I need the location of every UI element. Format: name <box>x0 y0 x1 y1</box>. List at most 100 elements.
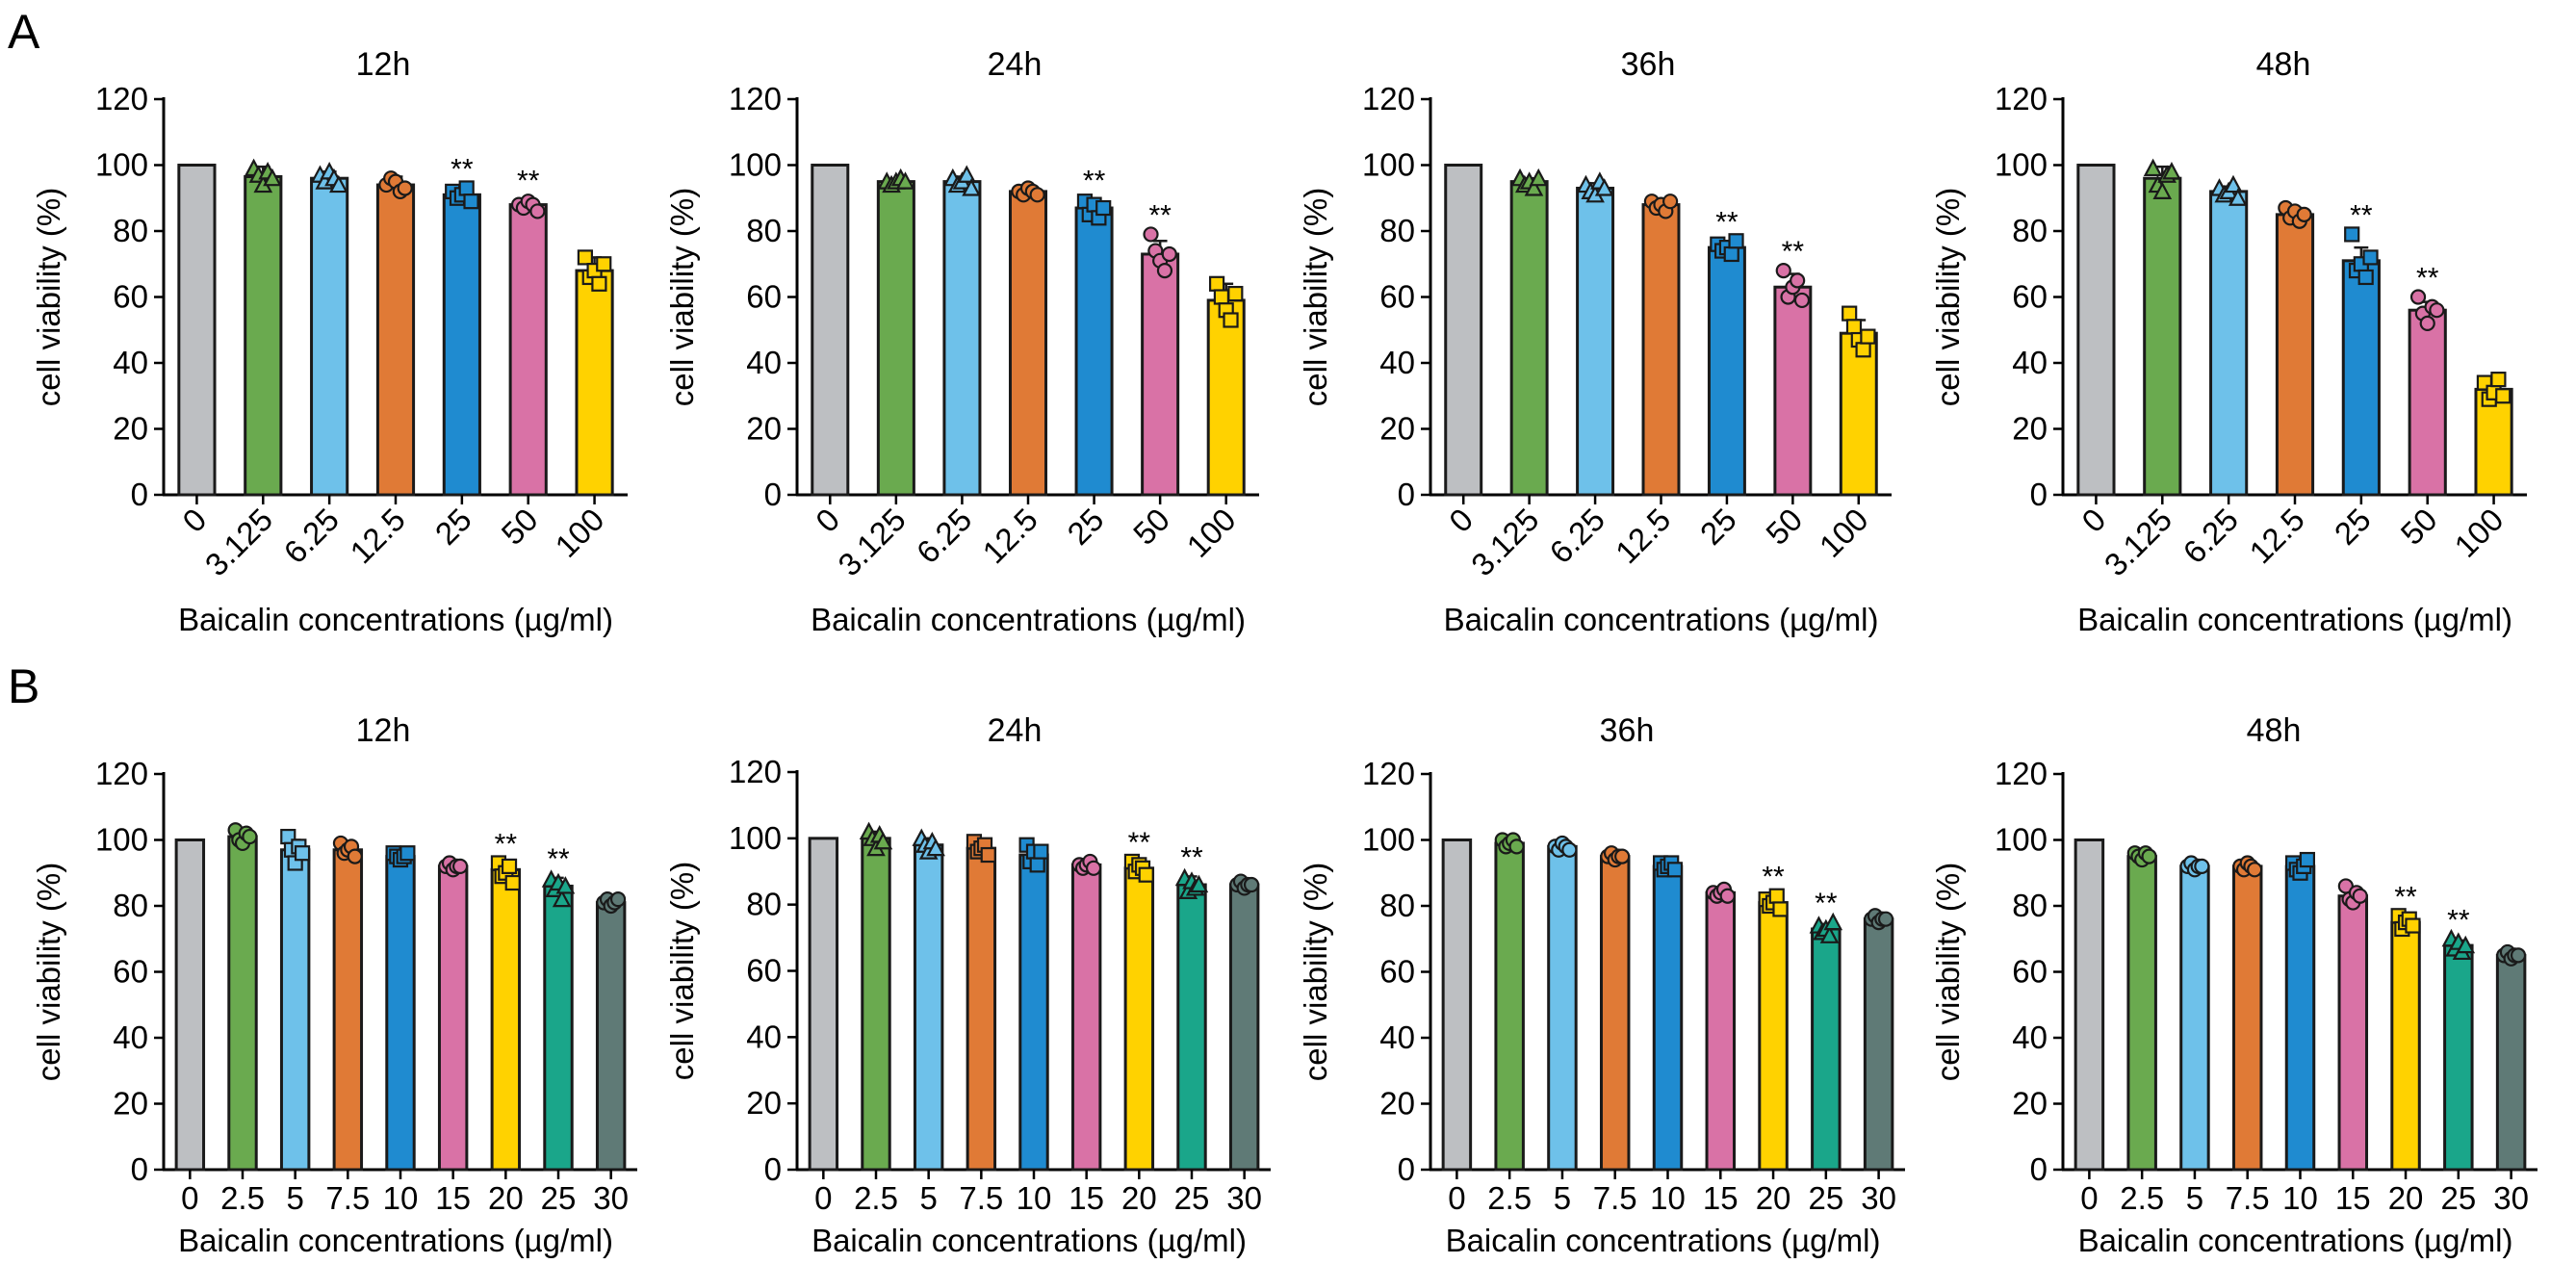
y-tick-label: 60 <box>113 279 148 315</box>
y-axis-label: cell viability (%) <box>1930 863 1966 1081</box>
y-tick-label: 100 <box>729 147 782 183</box>
bar-20 <box>1123 866 1155 1172</box>
significance-label: ** <box>1782 236 1805 268</box>
data-point <box>451 858 469 875</box>
x-tick-label: 50 <box>495 502 545 552</box>
x-tick-label: 10 <box>1650 1180 1686 1216</box>
bar-5 <box>2179 864 2210 1172</box>
y-tick-label: 0 <box>764 477 782 512</box>
data-point <box>1529 168 1549 187</box>
chart-b-12h: 12h cell viability (%) 0 20 40 60 80 100 120 0 2.5… <box>31 712 637 1258</box>
x-tick-label: 25 <box>2328 502 2378 552</box>
x-tick-label: 10 <box>2282 1180 2318 1216</box>
x-tick-label: 50 <box>2394 502 2444 552</box>
x-tick-label: 12.5 <box>2242 502 2311 571</box>
y-tick-label: 120 <box>1995 756 2048 791</box>
x-tick-label: 7.5 <box>2226 1180 2270 1216</box>
x-tick-label: 12.5 <box>343 502 412 571</box>
data-point <box>1775 263 1791 279</box>
chart-b-24h: 24h cell viability (%) 0 20 40 60 80 100 120 0 2.5… <box>664 712 1271 1258</box>
x-tick-label: 0 <box>175 502 213 539</box>
bar-10 <box>2284 864 2316 1172</box>
x-tick-label: 5 <box>2186 1180 2203 1216</box>
data-point <box>2194 858 2210 875</box>
bar-25 <box>1074 206 1114 497</box>
x-axis-label: Baicalin concentrations (µg/ml) <box>811 602 1246 637</box>
bar-6.25 <box>942 180 982 497</box>
y-tick-label: 100 <box>729 820 782 856</box>
x-tick-label: 0 <box>809 502 846 539</box>
data-point <box>1243 876 1260 893</box>
y-tick-label: 120 <box>95 81 148 116</box>
data-point <box>399 845 416 862</box>
data-point <box>263 168 282 187</box>
x-axis-label: Baicalin concentrations (µg/ml) <box>178 1223 613 1258</box>
bar-0 <box>177 164 217 497</box>
data-point <box>1877 911 1894 927</box>
data-point <box>1223 312 1239 328</box>
data-point <box>591 275 607 292</box>
significance-label: ** <box>2416 263 2439 295</box>
bar-12.5 <box>375 183 416 497</box>
x-tick-label: 3.125 <box>198 502 280 583</box>
bar-25 <box>1176 883 1207 1172</box>
chart-title: 48h <box>2256 46 2311 83</box>
bar-5 <box>1547 844 1578 1172</box>
y-tick-label: 40 <box>746 1019 782 1054</box>
data-point <box>1728 233 1744 249</box>
data-point <box>1842 305 1858 322</box>
x-tick-label: 2.5 <box>220 1180 265 1216</box>
data-point <box>501 858 518 875</box>
data-point <box>596 256 612 272</box>
data-point <box>2344 226 2360 243</box>
x-tick-label: 100 <box>2447 502 2510 564</box>
significance-label: ** <box>517 165 540 196</box>
panel-label-b: B <box>8 659 40 713</box>
x-tick-label: 15 <box>2335 1180 2371 1216</box>
data-point <box>1662 193 1679 210</box>
data-point <box>1723 245 1739 263</box>
data-point <box>2141 848 2157 864</box>
x-tick-label: 100 <box>548 502 610 564</box>
data-point <box>2510 947 2527 964</box>
significance-label: ** <box>1083 165 1106 196</box>
x-tick-label: 7.5 <box>1593 1180 1637 1216</box>
y-tick-label: 60 <box>1379 279 1415 315</box>
y-tick-label: 100 <box>95 822 148 858</box>
y-tick-label: 120 <box>1362 81 1415 116</box>
x-tick-label: 0 <box>181 1180 198 1216</box>
y-tick-label: 20 <box>1379 1086 1415 1122</box>
chart-title: 12h <box>356 712 411 749</box>
y-tick-label: 80 <box>746 887 782 922</box>
bar-100 <box>575 269 614 497</box>
x-tick-label: 7.5 <box>959 1180 1003 1216</box>
significance-label: ** <box>547 843 570 875</box>
x-tick-label: 100 <box>1180 502 1243 564</box>
x-tick-label: 0 <box>1448 1180 1465 1216</box>
chart-b-36h: 36h cell viability (%) 0 20 40 60 80 100 120 0 2.5… <box>1298 712 1905 1258</box>
data-point <box>1790 272 1806 289</box>
data-point <box>1213 289 1230 305</box>
x-tick-label: 10 <box>383 1180 419 1216</box>
data-point <box>2429 302 2445 319</box>
y-tick-label: 120 <box>95 756 148 791</box>
data-point <box>1561 841 1578 858</box>
data-point <box>2409 289 2427 305</box>
bar-50 <box>2408 308 2447 497</box>
significance-label: ** <box>1762 862 1785 893</box>
data-point <box>2405 917 2421 934</box>
data-point <box>2352 888 2368 904</box>
y-tick-label: 60 <box>746 279 782 315</box>
bar-3.125 <box>876 180 915 497</box>
y-tick-label: 60 <box>2012 279 2048 315</box>
y-tick-label: 20 <box>746 411 782 447</box>
data-point <box>529 203 546 219</box>
bar-25 <box>1811 927 1842 1172</box>
bar-2.5 <box>227 835 258 1172</box>
x-axis-label: Baicalin concentrations (µg/ml) <box>2078 1223 2513 1258</box>
data-point <box>1823 912 1843 931</box>
